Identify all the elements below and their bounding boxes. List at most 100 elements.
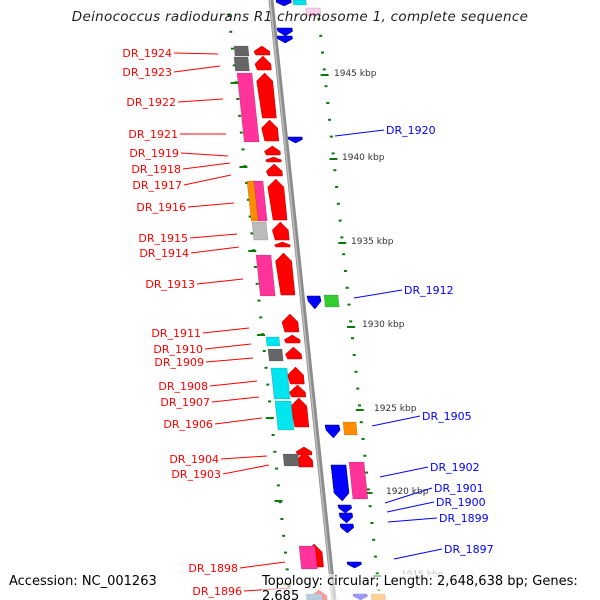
tick-mark: [283, 551, 287, 554]
tick-mark: [276, 484, 280, 487]
tick-mark: [317, 18, 321, 20]
tick-mark: [257, 299, 261, 302]
forward-gene-arrow: [254, 55, 272, 71]
label-leader-line: [334, 129, 385, 137]
label-leader-line: [211, 396, 260, 403]
major-tick: [338, 242, 347, 244]
tick-mark: [255, 282, 259, 285]
tick-mark: [336, 202, 340, 205]
label-leader-line: [204, 343, 252, 350]
forward-gene-arrow: [265, 163, 283, 177]
major-tick: [257, 334, 266, 336]
gene-label-dr-1916: DR_1916: [136, 201, 186, 214]
tick-mark: [236, 98, 240, 100]
gene-box: [255, 254, 276, 297]
tick-mark: [248, 215, 252, 218]
tick-mark: [264, 366, 268, 369]
tick-mark: [354, 370, 358, 373]
gene-label-dr-1912: DR_1912: [404, 284, 454, 297]
tick-mark: [280, 518, 284, 520]
tick-mark: [375, 572, 379, 575]
reverse-gene-arrow: [346, 561, 362, 569]
forward-gene-arrow: [283, 334, 301, 344]
label-leader-line: [384, 487, 433, 504]
ruler-label: 1935 kbp: [351, 237, 394, 247]
gene-label-dr-1908: DR_1908: [158, 380, 208, 393]
forward-gene-arrow: [274, 241, 291, 248]
label-leader-line: [187, 202, 235, 208]
forward-gene-arrow: [256, 72, 277, 119]
ruler-label: 1925 kbp: [374, 404, 417, 414]
tick-mark: [333, 169, 337, 172]
gene-box: [251, 221, 269, 241]
gene-box: [323, 294, 340, 308]
backbone-highlight: [269, 0, 334, 600]
tick-mark: [253, 266, 257, 268]
gene-box: [233, 45, 250, 57]
gene-label-dr-1924: DR_1924: [122, 47, 172, 60]
label-leader-line: [205, 357, 254, 363]
gene-box: [305, 7, 322, 17]
tick-mark: [350, 337, 354, 340]
reverse-gene-arrow: [276, 35, 293, 44]
tick-mark: [331, 152, 335, 155]
forward-gene-arrow: [285, 346, 302, 360]
forward-gene-arrow: [281, 313, 300, 333]
label-leader-line: [222, 464, 270, 475]
gene-label-dr-1913: DR_1913: [145, 278, 195, 291]
gene-label-dr-1909: DR_1909: [154, 356, 204, 369]
tick-mark: [365, 471, 369, 474]
reverse-gene-arrow: [324, 424, 341, 439]
tick-mark: [366, 488, 370, 491]
gene-label-dr-1902: DR_1902: [430, 461, 480, 474]
gene-box: [348, 461, 369, 500]
tick-mark: [324, 85, 328, 88]
reverse-gene-arrow: [306, 295, 322, 310]
accession-text: Accession: NC_001263: [9, 574, 157, 589]
tick-mark: [338, 219, 342, 222]
tick-mark: [320, 51, 324, 54]
gene-box: [342, 421, 358, 436]
forward-gene-arrow: [264, 145, 281, 156]
label-leader-line: [177, 98, 224, 103]
gene-label-dr-1921: DR_1921: [128, 128, 178, 141]
tick-mark: [326, 102, 330, 104]
tick-mark: [335, 186, 339, 188]
major-tick: [320, 74, 329, 76]
tick-mark: [245, 182, 249, 184]
gene-box: [270, 367, 291, 400]
tick-mark: [368, 505, 372, 508]
forward-gene-arrow: [267, 178, 288, 221]
tick-mark: [285, 568, 289, 571]
gene-box: [233, 56, 250, 72]
gene-label-dr-1918: DR_1918: [131, 163, 181, 176]
label-leader-line: [393, 548, 443, 560]
forward-gene-arrow: [290, 397, 310, 428]
ruler-label: 1940 kbp: [342, 153, 385, 163]
tick-mark: [359, 421, 363, 424]
reverse-gene-arrow: [275, 0, 292, 7]
label-leader-line: [386, 501, 435, 513]
label-leader-line: [239, 561, 286, 569]
tick-mark: [232, 64, 236, 67]
gene-label-dr-1897: DR_1897: [444, 543, 494, 556]
forward-gene-arrow: [261, 119, 280, 142]
tick-mark: [241, 148, 245, 151]
label-leader-line: [202, 327, 250, 334]
gene-label-dr-1896: DR_1896: [192, 585, 242, 598]
gene-label-dr-1920: DR_1920: [386, 124, 436, 137]
label-leader-line: [173, 65, 221, 73]
gene-label-dr-1901: DR_1901: [434, 482, 484, 495]
forward-gene-arrow: [275, 252, 296, 296]
tick-mark: [230, 47, 234, 50]
label-leader-line: [183, 174, 232, 186]
major-tick: [239, 166, 248, 168]
label-leader-line: [220, 455, 268, 460]
tick-mark: [259, 316, 263, 319]
label-leader-line: [214, 417, 263, 425]
gene-box: [298, 545, 318, 570]
gene-label-dr-1919: DR_1919: [129, 147, 179, 160]
label-leader-line: [190, 246, 240, 254]
tick-mark: [227, 14, 231, 16]
tick-mark: [319, 34, 323, 37]
